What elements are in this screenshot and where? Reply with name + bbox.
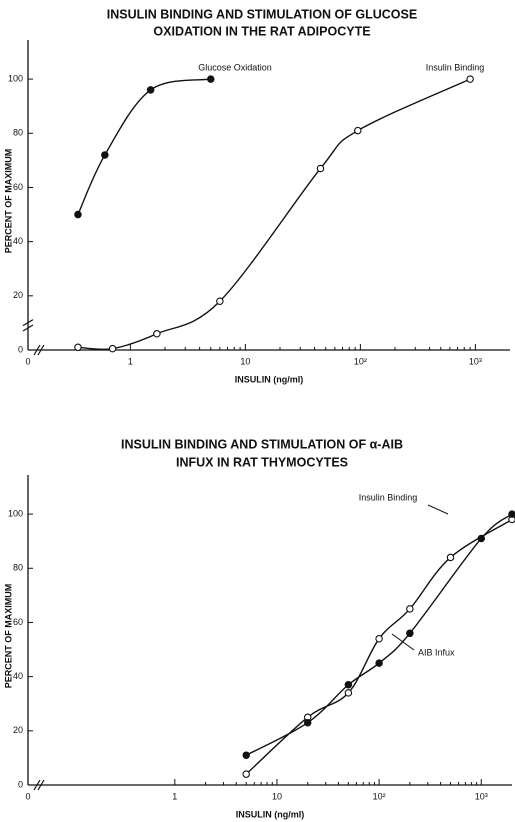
x-tick-label: 10 [240, 356, 250, 366]
y-tick-label: 40 [13, 236, 23, 246]
chart: INSULIN BINDING AND STIMULATION OF α-AIB… [3, 437, 515, 819]
data-point [344, 689, 353, 697]
leader-line [427, 504, 449, 515]
y-tick-label: 100 [8, 73, 23, 83]
data-point [74, 343, 82, 352]
x-tick-label: 10² [373, 791, 386, 801]
y-tick-label: 100 [8, 508, 23, 518]
data-point [74, 210, 82, 219]
y-tick-label: 80 [13, 128, 23, 138]
axis-break [33, 344, 45, 356]
x-tick-label: 1 [128, 356, 133, 366]
data-point [466, 75, 474, 83]
leader-line [391, 633, 415, 651]
y-tick-label: 0 [18, 344, 23, 354]
y-tick-label: 60 [13, 182, 23, 192]
x-tick-label: 0 [25, 356, 30, 366]
data-point [108, 344, 117, 353]
y-tick-label: 40 [13, 671, 23, 681]
y-tick-label: 80 [13, 563, 23, 573]
y-tick-label: 20 [13, 725, 23, 735]
data-point [375, 634, 383, 643]
x-tick-label: 10² [354, 356, 367, 366]
x-tick-label: 1 [172, 791, 177, 801]
x-tick-label: 10³ [469, 356, 482, 366]
data-point [477, 534, 486, 543]
data-point [303, 718, 312, 727]
data-point [344, 681, 353, 689]
series-label: Insulin Binding [426, 62, 485, 72]
data-point [146, 86, 155, 94]
data-point [216, 297, 224, 305]
data-point [406, 629, 414, 638]
y-axis-label: PERCENT OF MAXIMUM [3, 149, 13, 254]
series-label: Glucose Oxidation [198, 62, 272, 72]
chart-title: OXIDATION IN THE RAT ADIPOCYTE [153, 24, 370, 38]
data-point [242, 770, 250, 778]
chart: INSULIN BINDING AND STIMULATION OF GLUCO… [3, 7, 510, 384]
data-point [207, 75, 215, 83]
y-tick-label: 0 [18, 779, 23, 789]
x-tick-label: 10³ [475, 791, 488, 801]
data-point [508, 510, 515, 518]
y-tick-label: 20 [13, 290, 23, 300]
data-point [101, 151, 109, 159]
x-axis-label: INSULIN (ng/ml) [236, 809, 305, 819]
data-point [375, 659, 383, 667]
chart-title: INFUX IN RAT THYMOCYTES [176, 455, 348, 469]
data-point [153, 329, 161, 338]
chart-title: INSULIN BINDING AND STIMULATION OF GLUCO… [107, 7, 417, 21]
y-axis-label: PERCENT OF MAXIMUM [3, 584, 13, 689]
series-line [77, 78, 471, 351]
data-point [316, 164, 325, 173]
axis-break [33, 779, 45, 791]
series-label: Insulin Binding [359, 492, 418, 502]
series-label: AIB Infux [418, 647, 455, 657]
y-tick-label: 60 [13, 617, 23, 627]
x-tick-label: 10 [272, 791, 282, 801]
axis-break [22, 319, 34, 332]
data-point [242, 751, 250, 759]
data-point [446, 553, 455, 562]
series-line [77, 78, 211, 215]
x-axis-label: INSULIN (ng/ml) [235, 374, 304, 384]
series-line [245, 513, 513, 756]
chart-title: INSULIN BINDING AND STIMULATION OF α-AIB [121, 437, 403, 451]
data-point [354, 126, 362, 135]
x-tick-label: 0 [25, 791, 30, 801]
data-point [406, 605, 414, 613]
